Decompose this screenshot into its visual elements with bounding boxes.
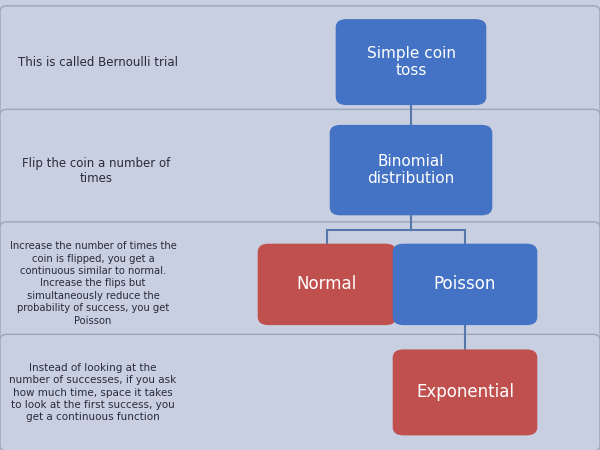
FancyBboxPatch shape: [0, 109, 600, 233]
FancyBboxPatch shape: [336, 19, 487, 105]
Text: Flip the coin a number of
times: Flip the coin a number of times: [22, 157, 170, 185]
FancyBboxPatch shape: [392, 349, 538, 436]
Text: Binomial
distribution: Binomial distribution: [367, 154, 455, 186]
FancyBboxPatch shape: [330, 125, 493, 216]
Text: Increase the number of times the
coin is flipped, you get a
continuous similar t: Increase the number of times the coin is…: [10, 241, 176, 326]
FancyBboxPatch shape: [392, 244, 538, 325]
FancyBboxPatch shape: [258, 244, 397, 325]
Text: Instead of looking at the
number of successes, if you ask
how much time, space i: Instead of looking at the number of succ…: [10, 363, 176, 423]
FancyBboxPatch shape: [0, 6, 600, 120]
Text: Simple coin
toss: Simple coin toss: [367, 46, 455, 78]
Text: Normal: Normal: [297, 275, 357, 293]
FancyBboxPatch shape: [0, 222, 600, 345]
Text: Exponential: Exponential: [416, 383, 514, 401]
Text: Poisson: Poisson: [434, 275, 496, 293]
FancyBboxPatch shape: [0, 334, 600, 450]
Text: This is called Bernoulli trial: This is called Bernoulli trial: [18, 57, 178, 69]
